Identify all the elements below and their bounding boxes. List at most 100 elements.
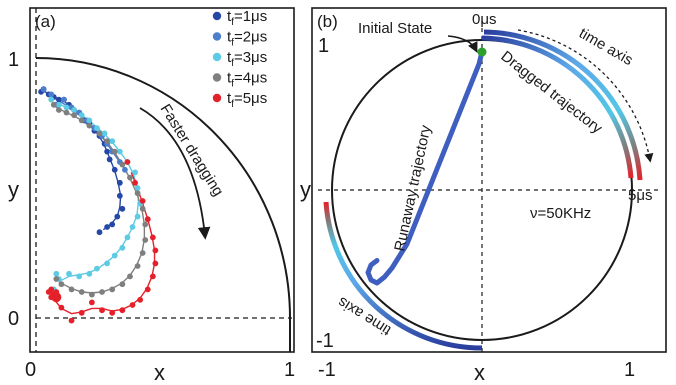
data-point-series-5: [129, 302, 136, 308]
time-axis-arrow: [517, 29, 654, 163]
data-point-series-3: [53, 270, 60, 277]
data-point-series-5: [152, 260, 159, 267]
data-point-series-4: [139, 205, 146, 212]
data-point-series-4: [68, 286, 75, 293]
panel-a-frame: [29, 7, 295, 353]
data-point-series-4: [139, 250, 146, 256]
data-point-series-4: [55, 107, 62, 113]
frequency-label: ν=50KHz: [530, 205, 591, 222]
data-point-series-3: [104, 260, 111, 267]
data-point-series-3: [134, 213, 141, 220]
dragged-trajectory: [481, 35, 634, 179]
data-point-series-4: [104, 138, 111, 145]
data-point-series-4: [142, 221, 149, 228]
time-axis-arc-top: [483, 29, 643, 181]
data-point-series-5: [132, 179, 138, 186]
legend-marker-5: [212, 93, 222, 103]
data-point-series-3: [48, 96, 55, 103]
data-point-series-3: [94, 265, 100, 272]
data-point-series-3: [55, 101, 62, 108]
data-point-series-1: [116, 192, 123, 199]
legend-label-5: tf=5μs: [227, 90, 267, 110]
panel-a: (a) Faster dragging tf=1μstf=2μstf=3μstf…: [8, 7, 295, 385]
data-point-series-4: [111, 148, 118, 155]
data-point-series-5: [99, 307, 105, 314]
initial-state-point: [477, 47, 487, 57]
data-point-series-5: [124, 159, 131, 165]
data-point-series-4: [96, 130, 103, 137]
data-point-series-5: [139, 198, 146, 204]
data-point-series-3: [124, 234, 131, 241]
data-point-series-3: [129, 224, 136, 230]
data-point-series-5: [48, 286, 55, 293]
data-point-series-4: [119, 161, 126, 168]
data-point-series-3: [134, 185, 141, 191]
data-point-series-3: [66, 270, 72, 277]
data-point-series-4: [134, 190, 141, 197]
data-point-series-4: [99, 289, 105, 295]
data-point-series-4: [53, 276, 60, 282]
data-point-series-3: [111, 252, 118, 259]
data-point-series-4: [88, 291, 95, 298]
data-point-series-4: [58, 281, 65, 288]
data-point-series-4: [63, 109, 70, 116]
data-point-series-1: [96, 229, 103, 236]
data-point-series-5: [144, 286, 151, 293]
data-point-series-4: [86, 122, 93, 129]
data-point-series-3: [94, 125, 100, 132]
data-point-series-4: [71, 112, 77, 119]
time-axis-top-label: time axis: [576, 25, 636, 69]
data-point-series-3: [116, 148, 123, 155]
panel-b-ytick-1: 1: [318, 35, 329, 57]
initial-state-arrow: [447, 35, 478, 53]
data-point-series-5: [137, 296, 144, 303]
data-point-series-5: [144, 216, 151, 223]
panel-b-xtick-1: 1: [624, 359, 635, 381]
panel-a-ytick-0: 0: [8, 308, 19, 330]
data-point-series-3: [101, 130, 108, 137]
legend-marker-2: [212, 32, 222, 41]
panel-b-label: (b): [317, 12, 338, 31]
panel-a-unit-circle: [35, 57, 291, 352]
data-point-series-5: [68, 317, 75, 324]
data-point-series-1: [104, 148, 111, 155]
data-point-series-4: [127, 273, 133, 280]
data-point-series-3: [71, 107, 77, 113]
panel-a-xtick-1: 1: [284, 359, 295, 381]
data-point-series-4: [109, 286, 116, 293]
data-point-series-1: [109, 221, 116, 228]
data-point-series-1: [106, 156, 113, 163]
data-point-series-3: [63, 104, 70, 111]
legend-marker-1: [212, 11, 222, 21]
data-point-series-5: [88, 299, 95, 306]
legend-label-4: tf=4μs: [227, 70, 267, 90]
data-point-series-3: [119, 244, 126, 251]
start-time-label: 0μs: [472, 11, 497, 28]
data-point-series-1: [119, 205, 126, 212]
data-point-series-5: [109, 309, 116, 316]
data-point-series-4: [78, 289, 85, 295]
start-cluster-marker: [51, 292, 62, 303]
panel-a-ylabel: y: [8, 177, 19, 202]
data-point-series-5: [149, 273, 156, 280]
panel-b-ylabel: y: [300, 177, 311, 202]
data-point-series-1: [111, 166, 118, 173]
data-point-series-3: [78, 112, 85, 119]
data-point-series-3: [76, 273, 83, 280]
data-point-series-3: [86, 270, 93, 277]
panel-a-data-points: [38, 86, 159, 324]
legend-label-2: tf=2μs: [227, 29, 267, 49]
data-point-series-4: [127, 174, 133, 181]
data-point-series-5: [149, 234, 156, 241]
panel-a-xlabel: x: [154, 360, 165, 385]
panel-b-frame: [311, 7, 667, 353]
panel-b-ytick-neg1: -1: [316, 330, 334, 352]
data-point-series-2: [61, 96, 67, 103]
data-point-series-5: [78, 309, 85, 316]
legend-label-1: tf=1μs: [227, 8, 267, 28]
data-point-series-1: [116, 179, 123, 186]
data-point-series-3: [86, 117, 93, 124]
runaway-trajectory: [365, 49, 485, 286]
